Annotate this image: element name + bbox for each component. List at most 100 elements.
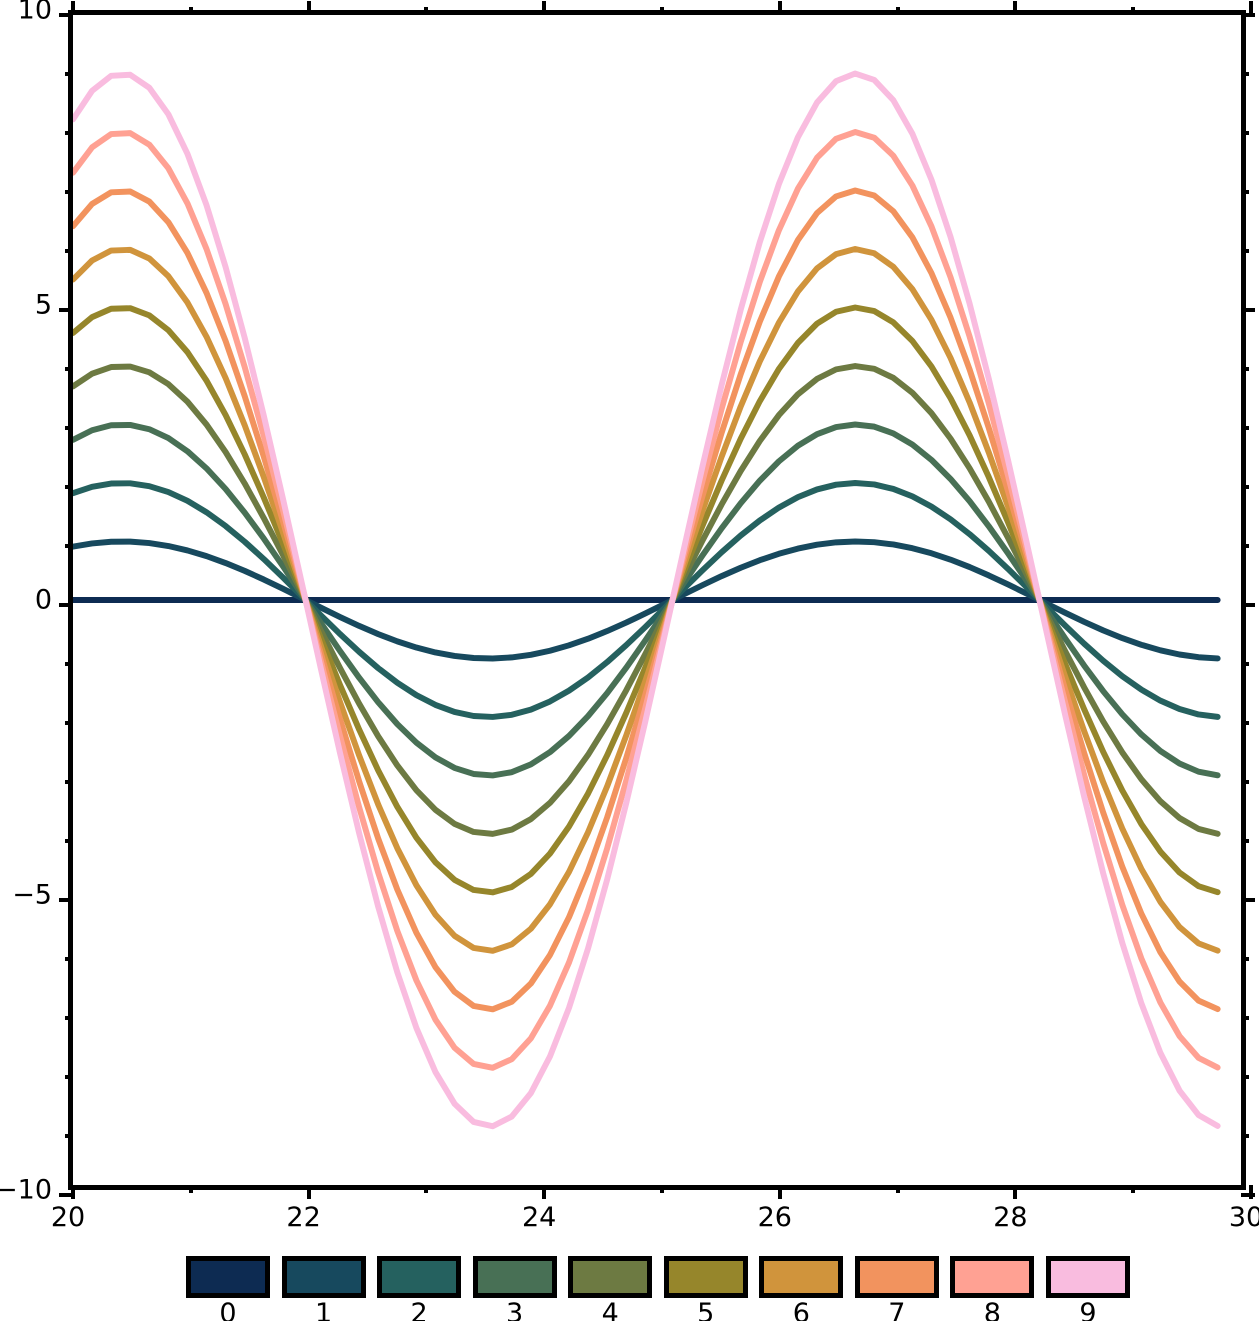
y-tick-major-right [1241, 898, 1255, 902]
y-tick-minor [65, 839, 73, 843]
y-tick-minor [65, 190, 73, 194]
legend-entry-4[interactable]: 4 [568, 1256, 653, 1321]
y-tick-major-right [1241, 603, 1255, 607]
x-tick-major [542, 1185, 547, 1199]
legend-swatch-7[interactable] [854, 1256, 939, 1298]
x-tick-label: 22 [286, 1202, 321, 1233]
y-tick-major [59, 13, 73, 17]
y-tick-minor [65, 957, 73, 961]
legend-swatch-8[interactable] [950, 1256, 1035, 1298]
y-tick-minor [65, 780, 73, 784]
legend-entry-6[interactable]: 6 [759, 1256, 844, 1321]
legend-entry-1[interactable]: 1 [281, 1256, 366, 1321]
x-tick-label: 20 [50, 1202, 86, 1233]
legend-entry-8[interactable]: 8 [950, 1256, 1035, 1321]
x-tick-major-top [1013, 1, 1018, 15]
y-tick-minor-right [1241, 367, 1249, 371]
legend-swatch-4[interactable] [568, 1256, 653, 1298]
y-tick-minor [65, 1075, 73, 1079]
legend-label-8: 8 [983, 1298, 1001, 1321]
x-tick-minor [188, 1185, 193, 1193]
y-tick-label: 10 [17, 0, 52, 26]
y-tick-label: −10 [0, 1174, 52, 1206]
legend-label-2: 2 [410, 1298, 428, 1321]
legend-swatch-5[interactable] [663, 1256, 748, 1298]
y-tick-major [59, 603, 73, 607]
y-tick-major [59, 1193, 73, 1197]
legend-swatch-2[interactable] [377, 1256, 462, 1298]
x-tick-label: 28 [993, 1202, 1028, 1233]
x-tick-major-top [1249, 1, 1253, 15]
x-tick-major-top [71, 1, 75, 15]
curves-svg [73, 70, 1221, 1130]
legend: 0 1 2 3 4 5 6 7 8 9 [186, 1256, 1130, 1321]
y-tick-minor [65, 249, 73, 253]
y-tick-minor-right [1241, 131, 1249, 135]
legend-label-4: 4 [601, 1298, 619, 1321]
legend-label-3: 3 [506, 1298, 524, 1321]
y-tick-minor [65, 1016, 73, 1020]
legend-label-9: 9 [1079, 1298, 1097, 1321]
y-tick-minor [65, 485, 73, 489]
curve-series-2 [73, 480, 1221, 720]
x-tick-label: 30 [1228, 1202, 1259, 1233]
x-tick-major [777, 1185, 782, 1199]
legend-entry-0[interactable]: 0 [186, 1256, 270, 1321]
legend-label-7: 7 [888, 1298, 906, 1321]
x-tick-minor [1131, 1185, 1136, 1193]
legend-entry-2[interactable]: 2 [377, 1256, 462, 1321]
plot-area [59, 1, 1255, 1199]
y-tick-minor [65, 426, 73, 430]
y-tick-minor-right [1241, 249, 1249, 253]
x-tick-minor [660, 1185, 664, 1193]
x-tick-major [306, 1185, 311, 1199]
x-tick-major [1249, 1185, 1253, 1199]
y-tick-major-right [1241, 13, 1255, 17]
x-tick-minor-top [1131, 7, 1136, 15]
legend-label-0: 0 [219, 1298, 237, 1321]
y-tick-minor-right [1241, 72, 1249, 76]
legend-swatch-6[interactable] [759, 1256, 844, 1298]
x-tick-minor-top [188, 7, 193, 15]
x-tick-minor-top [660, 7, 664, 15]
legend-swatch-3[interactable] [472, 1256, 557, 1298]
y-tick-major-right [1241, 1193, 1255, 1197]
x-tick-major [1013, 1185, 1018, 1199]
legend-label-1: 1 [314, 1298, 333, 1321]
y-tick-major [59, 898, 73, 902]
y-tick-minor-right [1241, 662, 1249, 666]
y-tick-minor-right [1241, 1075, 1249, 1079]
legend-swatch-9[interactable] [1045, 1256, 1130, 1298]
y-tick-minor [65, 1134, 73, 1138]
y-tick-minor [65, 72, 73, 76]
x-tick-label: 26 [757, 1202, 792, 1233]
legend-entry-3[interactable]: 3 [472, 1256, 557, 1321]
curve-series-1 [73, 538, 1221, 662]
y-tick-minor-right [1241, 485, 1249, 489]
legend-entry-9[interactable]: 9 [1045, 1256, 1130, 1321]
legend-label-6: 6 [792, 1298, 810, 1321]
x-tick-major [71, 1185, 75, 1199]
y-tick-minor-right [1241, 839, 1249, 843]
y-tick-minor-right [1241, 544, 1249, 548]
x-tick-major-top [306, 1, 311, 15]
y-tick-minor-right [1241, 780, 1249, 784]
x-tick-minor-top [424, 7, 429, 15]
x-tick-minor [424, 1185, 429, 1193]
y-tick-minor-right [1241, 190, 1249, 194]
y-tick-minor [65, 721, 73, 725]
legend-entry-5[interactable]: 5 [663, 1256, 748, 1321]
x-tick-major-top [542, 1, 547, 15]
y-tick-minor-right [1241, 1016, 1249, 1020]
y-tick-minor [65, 367, 73, 371]
y-tick-major-right [1241, 308, 1255, 312]
y-tick-minor [65, 131, 73, 135]
y-tick-minor-right [1241, 426, 1249, 430]
y-tick-minor-right [1241, 957, 1249, 961]
y-tick-minor-right [1241, 1134, 1249, 1138]
legend-swatch-1[interactable] [281, 1256, 366, 1298]
legend-entry-7[interactable]: 7 [854, 1256, 939, 1321]
x-tick-label: 24 [522, 1202, 557, 1233]
legend-swatch-0[interactable] [186, 1256, 270, 1298]
y-tick-label: −5 [12, 879, 52, 911]
